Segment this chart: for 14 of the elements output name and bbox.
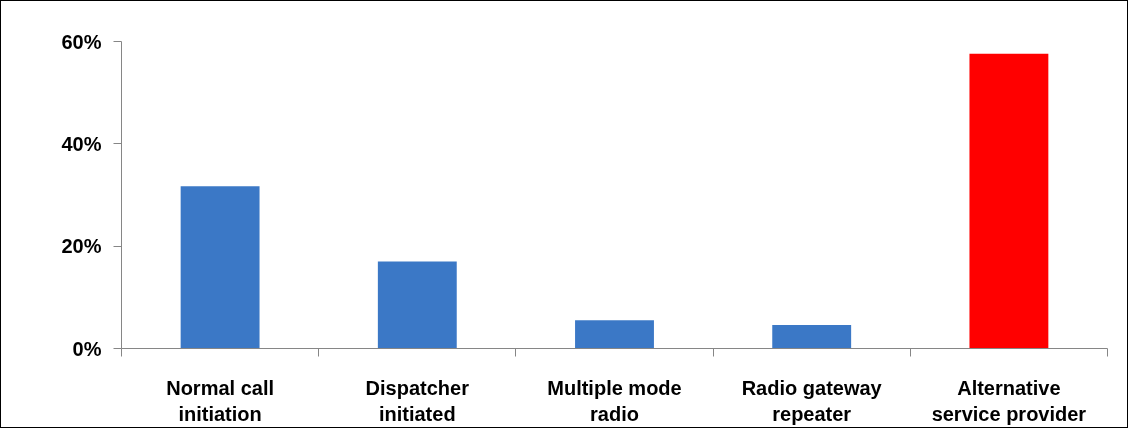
- x-tick-label: Dispatcher initiated: [365, 376, 470, 425]
- y-tick-label: 20%: [61, 235, 102, 258]
- y-tick-label: 40%: [61, 132, 102, 155]
- x-tick-label: Normal call initiation: [166, 376, 275, 425]
- x-tick-label: Radio gateway repeater: [741, 376, 883, 425]
- y-tick-label: 0%: [72, 337, 102, 360]
- x-tick-label: Alternative service provider: [931, 376, 1087, 425]
- bar: [969, 53, 1049, 349]
- bar: [575, 320, 654, 349]
- x-tick-label: Multiple mode radio: [547, 376, 682, 425]
- bar: [377, 261, 457, 349]
- bar: [772, 324, 852, 349]
- y-tick-label: 60%: [61, 30, 102, 53]
- bar: [180, 186, 260, 349]
